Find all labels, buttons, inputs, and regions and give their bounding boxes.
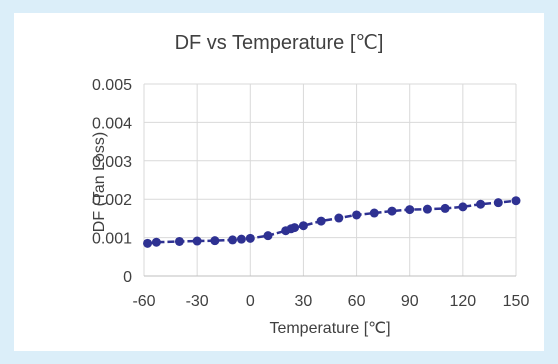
data-point: [151, 237, 161, 247]
data-point: [228, 235, 238, 245]
y-tick-label: 0.004: [92, 115, 132, 132]
x-tick-label: 0: [246, 293, 255, 310]
data-point: [210, 236, 220, 246]
data-point: [422, 204, 432, 214]
x-tick-label: 90: [401, 293, 419, 310]
y-axis-label: DF (Tan Loss): [91, 131, 108, 233]
data-point: [511, 196, 521, 206]
data-point: [290, 223, 300, 233]
x-axis-label: Temperature [℃]: [269, 320, 391, 337]
y-tick-label: 0.002: [92, 192, 132, 209]
y-tick-label: 0: [123, 269, 132, 286]
x-tick-label: 60: [348, 293, 366, 310]
x-tick-label: -60: [132, 293, 155, 310]
x-tick-label: 150: [503, 293, 530, 310]
data-point: [352, 210, 362, 220]
data-point: [263, 231, 273, 241]
x-tick-label: 30: [295, 293, 313, 310]
y-tick-label: 0.003: [92, 154, 132, 171]
data-point: [440, 203, 450, 213]
data-point: [334, 213, 344, 223]
data-point: [298, 221, 308, 231]
data-point: [143, 238, 153, 248]
data-point: [405, 205, 415, 215]
data-point: [174, 236, 184, 246]
y-tick-label: 0.001: [92, 231, 132, 248]
data-point: [369, 208, 379, 218]
gridlines: [143, 83, 517, 276]
data-point: [387, 206, 397, 216]
data-point: [316, 216, 326, 226]
x-tick-label: -30: [186, 293, 209, 310]
chart-panel: [14, 13, 544, 351]
data-point: [245, 233, 255, 243]
data-point: [236, 234, 246, 244]
data-point: [458, 202, 468, 212]
data-point: [476, 199, 486, 209]
x-tick-label: 120: [450, 293, 477, 310]
y-tick-label: 0.005: [92, 77, 132, 94]
data-points: [143, 196, 521, 248]
data-point: [493, 198, 503, 208]
data-point: [192, 236, 202, 246]
tick-labels: 0 0.001 0.002 0.003 0.004 0.005 -60 -30 0 30 60 90 1…: [92, 77, 529, 310]
chart-title: DF vs Temperature [℃]: [174, 32, 384, 54]
